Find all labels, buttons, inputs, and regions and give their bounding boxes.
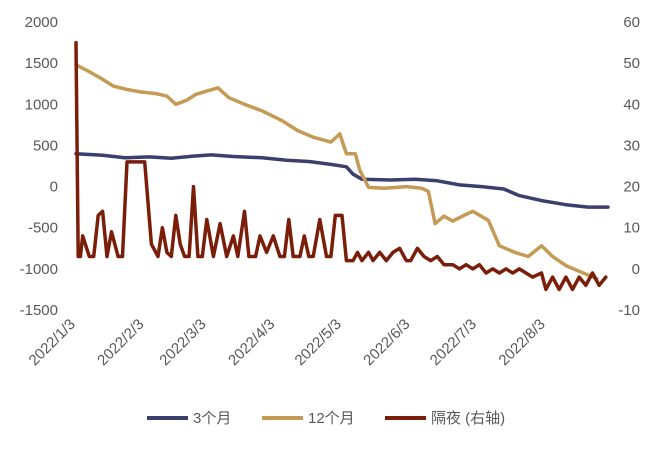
right-tick-label: 50 (623, 55, 640, 72)
series-layer (74, 40, 610, 292)
series-line-s3m (74, 151, 610, 209)
x-tick-label: 2022/7/3 (427, 316, 480, 369)
right-tick-label: 40 (623, 96, 640, 113)
x-tick-label: 2022/3/3 (156, 316, 209, 369)
series-line-overnight (74, 40, 608, 292)
legend: 3个月 12个月 隔夜 (右轴) (147, 410, 505, 427)
left-tick-label: -1000 (20, 261, 58, 278)
x-tick-label: 2022/4/3 (225, 316, 278, 369)
x-tick-label: 2022/8/3 (495, 316, 548, 369)
right-tick-label: 30 (623, 137, 640, 154)
left-tick-label: -500 (28, 220, 58, 237)
legend-label-overnight: 隔夜 (右轴) (431, 410, 505, 427)
left-tick-label: 500 (33, 137, 58, 154)
left-tick-label: 0 (50, 179, 58, 196)
left-tick-label: 1500 (25, 55, 58, 72)
left-tick-label: 1000 (25, 96, 58, 113)
x-axis-ticks: 2022/1/3 2022/2/3 2022/3/3 2022/4/3 2022/5/3… (26, 316, 549, 369)
left-tick-label: 2000 (25, 14, 58, 31)
legend-label-3m: 3个月 (193, 410, 231, 427)
x-tick-label: 2022/5/3 (292, 316, 345, 369)
x-tick-label: 2022/6/3 (360, 316, 413, 369)
right-tick-label: 60 (623, 14, 640, 31)
right-tick-label: 0 (632, 261, 640, 278)
right-tick-label: 10 (623, 220, 640, 237)
series-line-s12m (74, 63, 599, 281)
right-tick-label: 20 (623, 179, 640, 196)
x-tick-label: 2022/2/3 (94, 316, 147, 369)
legend-label-12m: 12个月 (308, 410, 355, 427)
right-axis-ticks: 60 50 40 30 20 10 0 -10 (618, 14, 640, 319)
right-tick-label: -10 (618, 302, 640, 319)
x-tick-label: 2022/1/3 (26, 316, 79, 369)
left-tick-label: -1500 (20, 302, 58, 319)
left-axis-ticks: 2000 1500 1000 500 0 -500 -1000 -1500 (20, 14, 58, 319)
